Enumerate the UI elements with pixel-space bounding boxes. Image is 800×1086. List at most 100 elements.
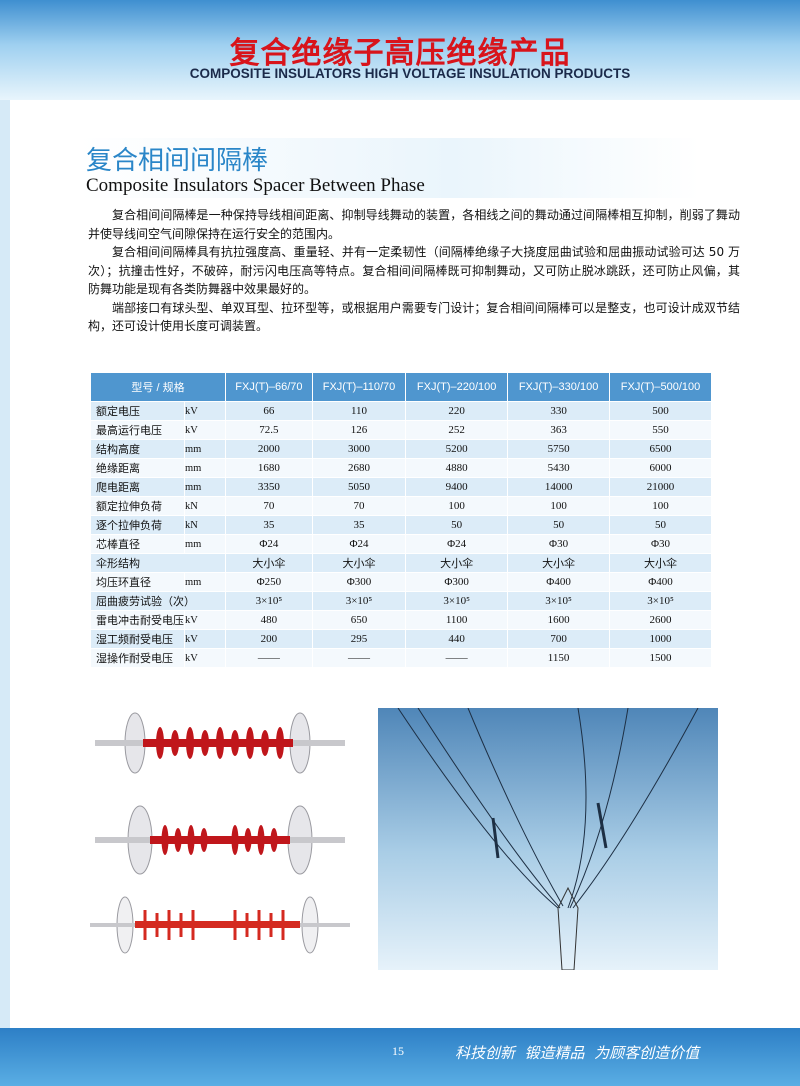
table-row: 芯棒直径 mm Φ24 Φ24 Φ24 Φ30 Φ30 bbox=[90, 534, 712, 554]
table-cell: 3000 bbox=[311, 439, 407, 459]
section-title: 复合相间间隔棒 bbox=[86, 146, 269, 176]
table-cell: 66 bbox=[225, 401, 313, 421]
table-cell: Φ24 bbox=[225, 534, 313, 554]
table-cell: 700 bbox=[507, 629, 611, 649]
table-cell: 2000 bbox=[225, 439, 313, 459]
row-unit: mm bbox=[184, 458, 226, 478]
table-cell: 1000 bbox=[609, 629, 712, 649]
table-row: 湿操作耐受电压 kV —— —— —— 1150 1500 bbox=[90, 648, 712, 668]
table-cell: 480 bbox=[225, 610, 313, 630]
table-cell: 4880 bbox=[405, 458, 509, 478]
transmission-photo bbox=[378, 708, 718, 970]
table-row: 额定拉伸负荷 kN 70 70 100 100 100 bbox=[90, 496, 712, 516]
column-header: FXJ(T)–330/100 bbox=[507, 372, 611, 402]
table-cell: 大小伞 bbox=[609, 553, 712, 573]
table-cell: 14000 bbox=[507, 477, 611, 497]
table-cell: 3×10⁵ bbox=[311, 591, 407, 611]
table-cell: 5050 bbox=[311, 477, 407, 497]
row-label: 结构高度 bbox=[90, 439, 185, 459]
table-cell: 220 bbox=[405, 401, 509, 421]
table-cell: 2600 bbox=[609, 610, 712, 630]
table-cell: —— bbox=[311, 648, 407, 668]
table-cell: 1680 bbox=[225, 458, 313, 478]
table-cell: Φ30 bbox=[507, 534, 611, 554]
table-cell: 100 bbox=[507, 496, 611, 516]
table-cell: —— bbox=[405, 648, 509, 668]
row-label: 最高运行电压 bbox=[90, 420, 185, 440]
spec-table: 型号 / 规格 FXJ(T)–66/70 FXJ(T)–110/70 FXJ(T)–2… bbox=[90, 372, 712, 668]
header-title: 复合绝缘子高压绝缘产品 bbox=[229, 36, 571, 71]
row-unit: kV bbox=[184, 401, 226, 421]
table-cell: 50 bbox=[405, 515, 509, 535]
table-cell: 330 bbox=[507, 401, 611, 421]
section-title-en: Composite Insulators Spacer Between Phas… bbox=[86, 175, 425, 196]
row-label: 芯棒直径 bbox=[90, 534, 185, 554]
table-row: 最高运行电压 kV 72.5 126 252 363 550 bbox=[90, 420, 712, 440]
table-cell: 35 bbox=[225, 515, 313, 535]
table-cell: 440 bbox=[405, 629, 509, 649]
table-row: 额定电压 kV 66 110 220 330 500 bbox=[90, 401, 712, 421]
table-cell: 72.5 bbox=[225, 420, 313, 440]
table-cell: 550 bbox=[609, 420, 712, 440]
table-cell: Φ300 bbox=[311, 572, 407, 592]
table-cell: 3×10⁵ bbox=[225, 591, 313, 611]
table-row: 雷电冲击耐受电压 kV 480 650 1100 1600 2600 bbox=[90, 610, 712, 630]
table-row: 逐个拉伸负荷 kN 35 35 50 50 50 bbox=[90, 515, 712, 535]
row-label: 逐个拉伸负荷 bbox=[90, 515, 185, 535]
table-cell: 5430 bbox=[507, 458, 611, 478]
column-header: FXJ(T)–500/100 bbox=[609, 372, 712, 402]
insulator-1 bbox=[95, 712, 345, 774]
row-label: 雷电冲击耐受电压 bbox=[90, 610, 185, 630]
row-unit: kN bbox=[184, 515, 226, 535]
table-cell: 50 bbox=[609, 515, 712, 535]
table-cell: 大小伞 bbox=[405, 553, 509, 573]
table-cell: Φ400 bbox=[507, 572, 611, 592]
row-unit: mm bbox=[184, 572, 226, 592]
insulator-images bbox=[90, 712, 350, 954]
table-cell: 110 bbox=[311, 401, 407, 421]
column-header: 型号 / 规格 bbox=[90, 372, 226, 402]
column-header: FXJ(T)–66/70 bbox=[225, 372, 313, 402]
table-row: 均压环直径 mm Φ250 Φ300 Φ300 Φ400 Φ400 bbox=[90, 572, 712, 592]
row-label: 绝缘距离 bbox=[90, 458, 185, 478]
table-cell: 3×10⁵ bbox=[507, 591, 611, 611]
table-cell: Φ300 bbox=[405, 572, 509, 592]
table-cell: 21000 bbox=[609, 477, 712, 497]
table-cell: 大小伞 bbox=[225, 553, 313, 573]
row-label: 额定拉伸负荷 bbox=[90, 496, 185, 516]
row-label: 爬电距离 bbox=[90, 477, 185, 497]
table-cell: 3350 bbox=[225, 477, 313, 497]
table-row: 伞形结构 大小伞 大小伞 大小伞 大小伞 大小伞 bbox=[90, 553, 712, 573]
table-row: 屈曲疲劳试验（次） 3×10⁵ 3×10⁵ 3×10⁵ 3×10⁵ 3×10⁵ bbox=[90, 591, 712, 611]
table-cell: 100 bbox=[609, 496, 712, 516]
footer-band bbox=[0, 1028, 800, 1086]
row-unit: kV bbox=[184, 629, 226, 649]
table-cell: 大小伞 bbox=[311, 553, 407, 573]
table-row: 湿工频耐受电压 kV 200 295 440 700 1000 bbox=[90, 629, 712, 649]
table-cell: 200 bbox=[225, 629, 313, 649]
side-strip bbox=[0, 100, 10, 1030]
column-header: FXJ(T)–110/70 bbox=[311, 372, 407, 402]
table-cell: 9400 bbox=[405, 477, 509, 497]
page-number: 15 bbox=[392, 1044, 404, 1058]
row-unit: kN bbox=[184, 496, 226, 516]
row-unit: mm bbox=[184, 477, 226, 497]
table-row: 爬电距离 mm 3350 5050 9400 14000 21000 bbox=[90, 477, 712, 497]
row-unit: kV bbox=[184, 420, 226, 440]
table-cell: 363 bbox=[507, 420, 611, 440]
table-cell: 50 bbox=[507, 515, 611, 535]
table-cell: 295 bbox=[311, 629, 407, 649]
table-cell: Φ24 bbox=[405, 534, 509, 554]
table-cell: 650 bbox=[311, 610, 407, 630]
table-cell: 1150 bbox=[507, 648, 611, 668]
table-cell: 70 bbox=[311, 496, 407, 516]
table-cell: 35 bbox=[311, 515, 407, 535]
paragraphs: 复合相间间隔棒是一种保持导线相间距离、抑制导线舞动的装置，各相线之间的舞动通过间… bbox=[88, 206, 740, 336]
table-cell: 6500 bbox=[609, 439, 712, 459]
table-cell: 5750 bbox=[507, 439, 611, 459]
paragraph: 复合相间间隔棒是一种保持导线相间距离、抑制导线舞动的装置，各相线之间的舞动通过间… bbox=[88, 208, 740, 241]
row-label: 均压环直径 bbox=[90, 572, 185, 592]
section-band bbox=[80, 138, 700, 198]
row-label: 湿操作耐受电压 bbox=[90, 648, 185, 668]
